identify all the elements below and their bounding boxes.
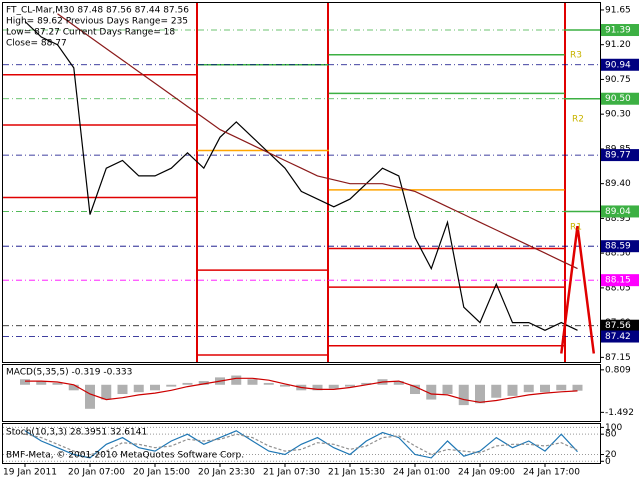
histogram-bar [20,379,30,385]
price-window [2,2,601,363]
series-line [24,430,578,459]
histogram-bar [458,384,469,406]
series-line [24,433,578,456]
header: High= 89.62 Previous Days Range= 235 [6,17,188,27]
copyright: BMF-Meta, © 2001-2010 MetaQuotes Softwar… [6,451,244,461]
y-tick-label: 100 [605,423,622,433]
histogram-bar [133,384,144,393]
histogram-bar [247,379,258,385]
indicator-title: MACD(5,35,5) -0.319 -0.333 [6,368,132,378]
y-tick-label: 87.15 [605,353,631,363]
histogram-bar [475,384,485,404]
y-tick-label: 88.95 [605,214,631,224]
level-box [601,205,639,218]
y-tick-label: -1.492 [605,408,634,418]
header: Low= 87.27 Current Days Range= 18 [6,28,175,38]
y-tick-label: 90.75 [605,75,631,85]
level-label: 88.15 [605,276,631,286]
histogram-bar [36,381,47,385]
level-label: 89.04 [605,207,631,217]
histogram-bar [263,382,274,385]
y-tick-label: 80 [605,430,617,440]
histogram-bar [523,384,534,393]
level-label: 91.39 [605,26,631,36]
y-tick-label: 20 [605,450,617,460]
series-line [24,21,578,331]
histogram-bar [52,382,63,385]
histogram-bar [198,381,209,385]
level-box [601,92,639,105]
y-tick-label: 88.05 [605,283,631,293]
histogram-bar [345,384,355,387]
histogram-bar [556,384,567,391]
pivot-label: R2 [572,115,584,125]
y-tick-label: 91.20 [605,40,631,50]
y-tick-label: 91.65 [605,5,631,15]
level-box [601,24,639,37]
histogram-bar [393,381,404,385]
level-label: 88.59 [605,242,631,252]
level-box [601,240,639,253]
histogram-bar [442,384,453,395]
text-layer: FT_CL-Mar,M30 87.48 87.56 87.44 87.56 Hi… [6,6,584,461]
histogram-bar [150,384,160,391]
y-tick-label: 88.50 [605,249,631,259]
x-tick-label: 20 Jan 23:30 [198,468,255,478]
histogram-bar [166,384,177,387]
level-box [601,319,639,332]
histogram-bar [410,384,420,395]
y-tick-label: 0.809 [605,365,631,375]
histogram-bar [85,384,95,409]
histogram-bar [117,384,128,395]
plot-layer [3,3,600,462]
histogram-bar [491,384,502,398]
series-line [25,377,578,403]
series-line [560,225,596,354]
level-box [601,274,639,287]
x-tick-label: 24 Jan 01:00 [393,468,450,478]
x-tick-label: 20 Jan 07:00 [68,468,125,478]
header: FT_CL-Mar,M30 87.48 87.56 87.44 87.56 [6,6,189,16]
pivot-label: R3 [570,51,582,61]
header: Close= 88.77 [6,39,67,49]
y-tick-label: 0 [605,457,611,467]
stoch-window [2,423,601,464]
x-tick-label: 24 Jan 17:00 [523,468,580,478]
macd-window [2,364,601,422]
x-tick-label: 19 Jan 2011 [3,468,57,478]
series-line [57,13,578,270]
indicator-title: Stoch(10,3,3) 28.3951 32.6141 [6,428,147,438]
histogram-bar [426,384,437,400]
histogram-bar [361,382,372,385]
level-box [601,149,639,162]
x-tick-label: 24 Jan 09:00 [458,468,515,478]
histogram-bar [101,384,112,400]
histogram-bar [231,375,242,385]
x-tick-label: 21 Jan 15:30 [328,468,385,478]
histogram-bar [328,384,339,389]
y-tick-label: 90.30 [605,110,631,120]
histogram-bar [280,384,290,387]
level-label: 87.56 [605,321,631,331]
level-label: 89.77 [605,151,631,161]
level-label: 90.50 [605,94,631,104]
y-tick-label: 89.40 [605,179,631,189]
histogram-bar [572,384,583,391]
pivot-label: R1 [570,223,582,233]
histogram-bar [507,384,518,396]
level-box [601,58,639,71]
level-label: 90.94 [605,60,631,70]
level-label: 87.42 [605,332,631,342]
histogram-bar [312,384,323,391]
histogram-bar [182,382,193,385]
histogram-bar [68,384,79,391]
x-tick-label: 21 Jan 07:30 [263,468,320,478]
histogram-bar [540,384,550,393]
level-box [601,330,639,343]
x-tick-label: 20 Jan 15:00 [133,468,190,478]
